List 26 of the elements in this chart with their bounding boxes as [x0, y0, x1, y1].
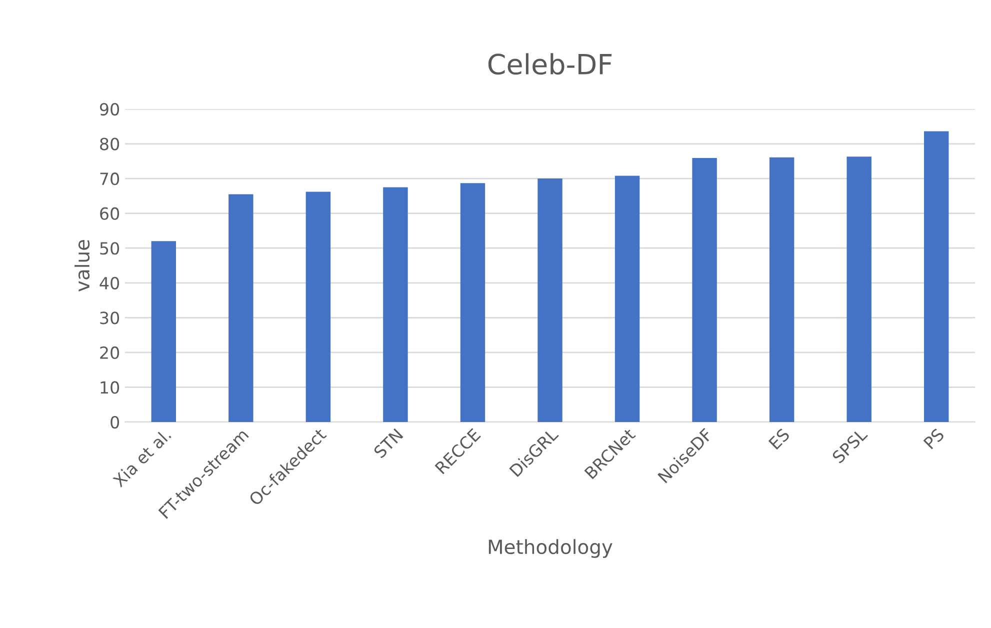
- y-tick-label: 20: [100, 346, 120, 360]
- y-tick-label: 60: [100, 207, 120, 220]
- bar: [383, 187, 408, 422]
- y-tick-label: 40: [100, 276, 120, 290]
- bar: [538, 178, 562, 422]
- bar: [769, 157, 794, 422]
- chart-title: Celeb-DF: [488, 53, 612, 75]
- bar: [151, 241, 176, 422]
- bar: [460, 183, 486, 422]
- x-tick-label: PS: [923, 428, 945, 450]
- bar: [846, 156, 872, 422]
- bar: [228, 194, 254, 422]
- y-tick-label: 80: [100, 138, 120, 150]
- bar: [692, 158, 717, 422]
- y-tick-label: 10: [100, 381, 120, 394]
- x-tick-label: ES: [768, 428, 790, 450]
- y-tick-label: 0: [110, 416, 120, 429]
- bar: [924, 131, 949, 422]
- y-tick-label: 50: [100, 242, 120, 255]
- y-axis-title: value: [74, 240, 90, 292]
- y-tick-label: 30: [100, 312, 120, 324]
- y-tick-label: 90: [100, 102, 120, 116]
- y-tick-label: 70: [100, 172, 120, 186]
- bar: [614, 176, 640, 422]
- x-axis-title: Methodology: [488, 539, 612, 558]
- bar: [306, 192, 331, 422]
